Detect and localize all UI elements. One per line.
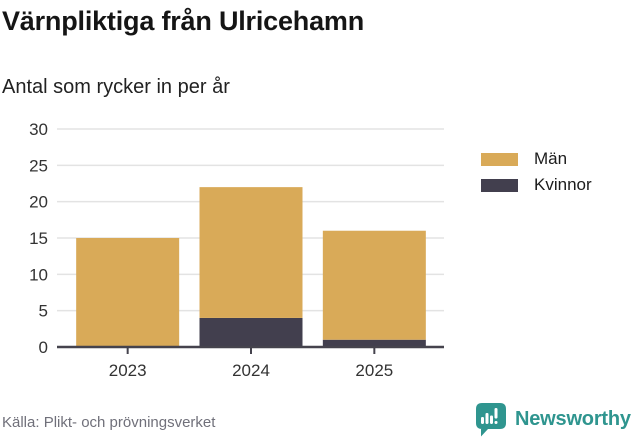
y-axis-tick-label-25: 25 [29,156,48,175]
y-axis-tick-label-0: 0 [39,338,48,357]
legend-swatch-man [481,152,518,166]
legend-label-man: Män [534,149,568,168]
bar-segment-kvinnor-2025 [322,339,426,347]
bar-segment-män-2025 [322,230,426,340]
legend-item-kvinnor: Kvinnor [481,172,592,198]
x-axis-tick-label-2024: 2024 [232,361,270,380]
source-attribution: Källa: Plikt- och prövningsverket [2,414,216,431]
y-axis-tick-label-15: 15 [29,229,48,248]
y-axis-tick-label-5: 5 [39,302,48,321]
y-axis-tick-label-10: 10 [29,265,48,284]
bar-segment-män-2023 [76,238,180,347]
x-axis-tick-label-2025: 2025 [355,361,393,380]
legend-item-man: Män [481,146,592,172]
legend: Män Kvinnor [481,146,592,198]
newsworthy-bubble-icon [476,403,506,437]
legend-label-kvinnor: Kvinnor [534,175,592,194]
newsworthy-logo: Newsworthy [474,402,631,437]
y-axis-tick-label-20: 20 [29,193,48,212]
bar-segment-kvinnor-2024 [199,317,303,347]
page-title: Värnpliktiga från Ulricehamn [2,6,364,36]
bar-segment-män-2024 [199,187,303,318]
newsworthy-wordmark: Newsworthy [515,408,631,430]
y-axis-tick-label-30: 30 [29,120,48,139]
chart-subtitle: Antal som rycker in per år [2,76,230,98]
legend-swatch-kvinnor [481,178,518,192]
x-axis-tick-label-2023: 2023 [109,361,147,380]
